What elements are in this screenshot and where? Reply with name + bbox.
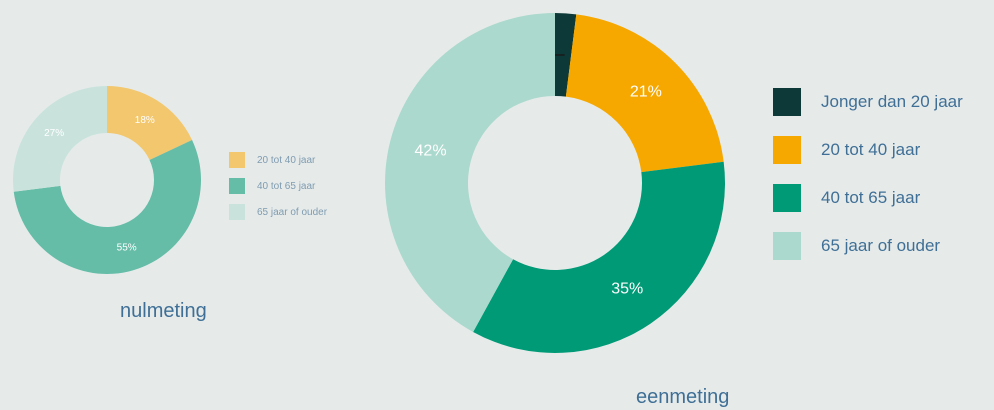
slice-label-eenmeting-40-tot-65-jaar: 35% [611, 280, 643, 297]
legend-label: 40 tot 65 jaar [257, 180, 316, 192]
slice-eenmeting-jonger-dan-20-jaar [555, 13, 577, 97]
legend-swatch [229, 204, 245, 220]
slice-label-nulmeting-65-jaar-of-ouder: 27% [44, 128, 64, 139]
slice-label-eenmeting-20-tot-40-jaar: 21% [630, 83, 662, 100]
legend-label: Jonger dan 20 jaar [821, 92, 963, 111]
legend-swatch [773, 136, 801, 164]
legend-swatch [773, 232, 801, 260]
legend-item-40-tot-65-jaar: 40 tot 65 jaar [773, 174, 963, 222]
slice-eenmeting-40-tot-65-jaar [473, 161, 725, 353]
legend-item-jonger-dan-20-jaar: Jonger dan 20 jaar [773, 78, 963, 126]
slice-nulmeting-40-tot-65-jaar [13, 139, 202, 274]
legend-swatch [773, 88, 801, 116]
legend-swatch [229, 178, 245, 194]
legend-nulmeting: 20 tot 40 jaar 40 tot 65 jaar 65 jaar of o… [229, 147, 327, 225]
slice-eenmeting-20-tot-40-jaar [565, 14, 724, 173]
legend-label: 20 tot 40 jaar [257, 154, 316, 166]
legend-item-65-jaar-of-ouder: 65 jaar of ouder [773, 222, 963, 270]
slice-label-nulmeting-40-tot-65-jaar: 55% [117, 242, 137, 253]
slice-label-eenmeting-65-jaar-of-ouder: 42% [415, 142, 447, 159]
legend-label: 65 jaar of ouder [257, 206, 328, 218]
legend-item-20-tot-40-jaar: 20 tot 40 jaar [229, 147, 327, 173]
legend-item-20-tot-40-jaar: 20 tot 40 jaar [773, 126, 963, 174]
legend-label: 65 jaar of ouder [821, 236, 941, 255]
legend-swatch [229, 152, 245, 168]
chart-title-eenmeting: eenmeting [636, 386, 730, 408]
slice-nulmeting-65-jaar-of-ouder [13, 86, 108, 192]
legend-swatch [773, 184, 801, 212]
slice-eenmeting-65-jaar-of-ouder [385, 13, 555, 332]
slice-label-nulmeting-20-tot-40-jaar: 18% [135, 115, 155, 126]
legend-item-40-tot-65-jaar: 40 tot 65 jaar [229, 173, 327, 199]
chart-title-nulmeting: nulmeting [120, 300, 207, 322]
legend-eenmeting: Jonger dan 20 jaar 20 tot 40 jaar 40 tot 6… [773, 78, 963, 270]
slice-nulmeting-20-tot-40-jaar [107, 86, 193, 160]
legend-label: 40 tot 65 jaar [821, 188, 921, 207]
legend-item-65-jaar-of-ouder: 65 jaar of ouder [229, 199, 327, 225]
legend-label: 20 tot 40 jaar [821, 140, 921, 159]
